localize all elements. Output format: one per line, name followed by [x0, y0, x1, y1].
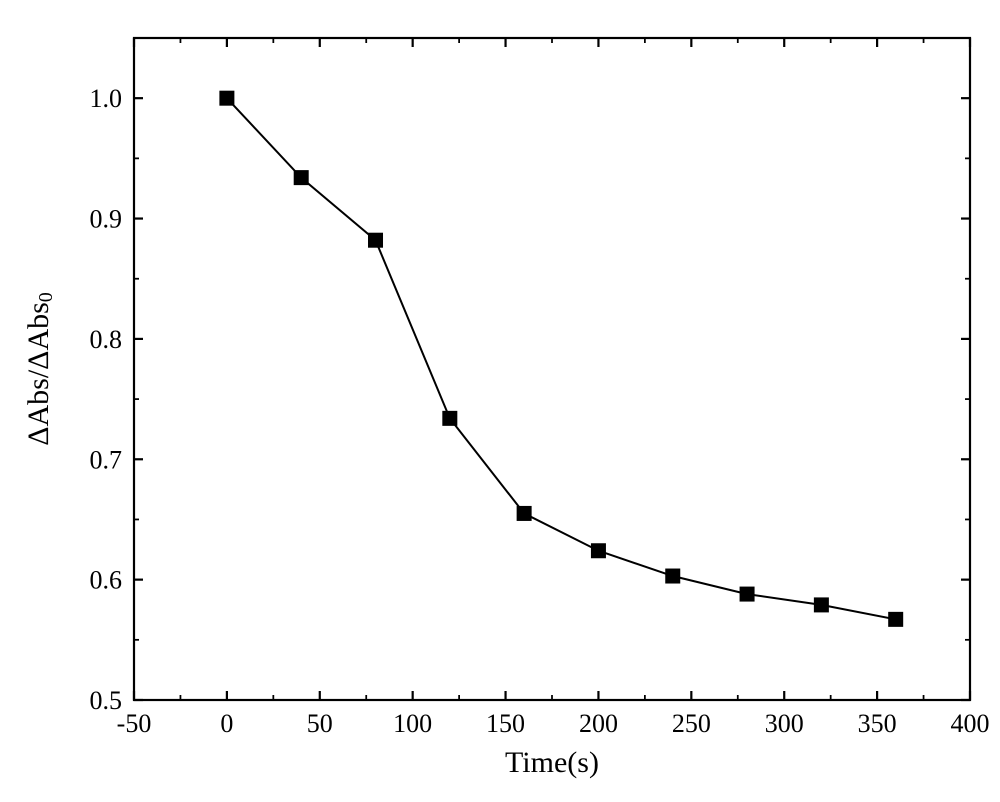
svg-text:0: 0 [220, 709, 233, 738]
svg-text:1.0: 1.0 [90, 84, 123, 113]
svg-text:Time(s): Time(s) [505, 746, 599, 779]
svg-text:150: 150 [486, 709, 525, 738]
svg-text:50: 50 [307, 709, 333, 738]
svg-text:400: 400 [951, 709, 990, 738]
svg-text:ΔAbs/ΔAbs0: ΔAbs/ΔAbs0 [22, 292, 57, 446]
svg-text:300: 300 [765, 709, 804, 738]
svg-text:250: 250 [672, 709, 711, 738]
svg-text:200: 200 [579, 709, 618, 738]
svg-text:0.6: 0.6 [90, 566, 123, 595]
svg-text:100: 100 [393, 709, 432, 738]
line-chart: -500501001502002503003504000.50.60.70.80… [0, 0, 1000, 797]
svg-text:0.8: 0.8 [90, 325, 123, 354]
svg-text:0.7: 0.7 [90, 445, 123, 474]
svg-text:350: 350 [858, 709, 897, 738]
svg-text:0.9: 0.9 [90, 205, 123, 234]
chart-container: -500501001502002503003504000.50.60.70.80… [0, 0, 1000, 797]
svg-text:0.5: 0.5 [90, 686, 123, 715]
